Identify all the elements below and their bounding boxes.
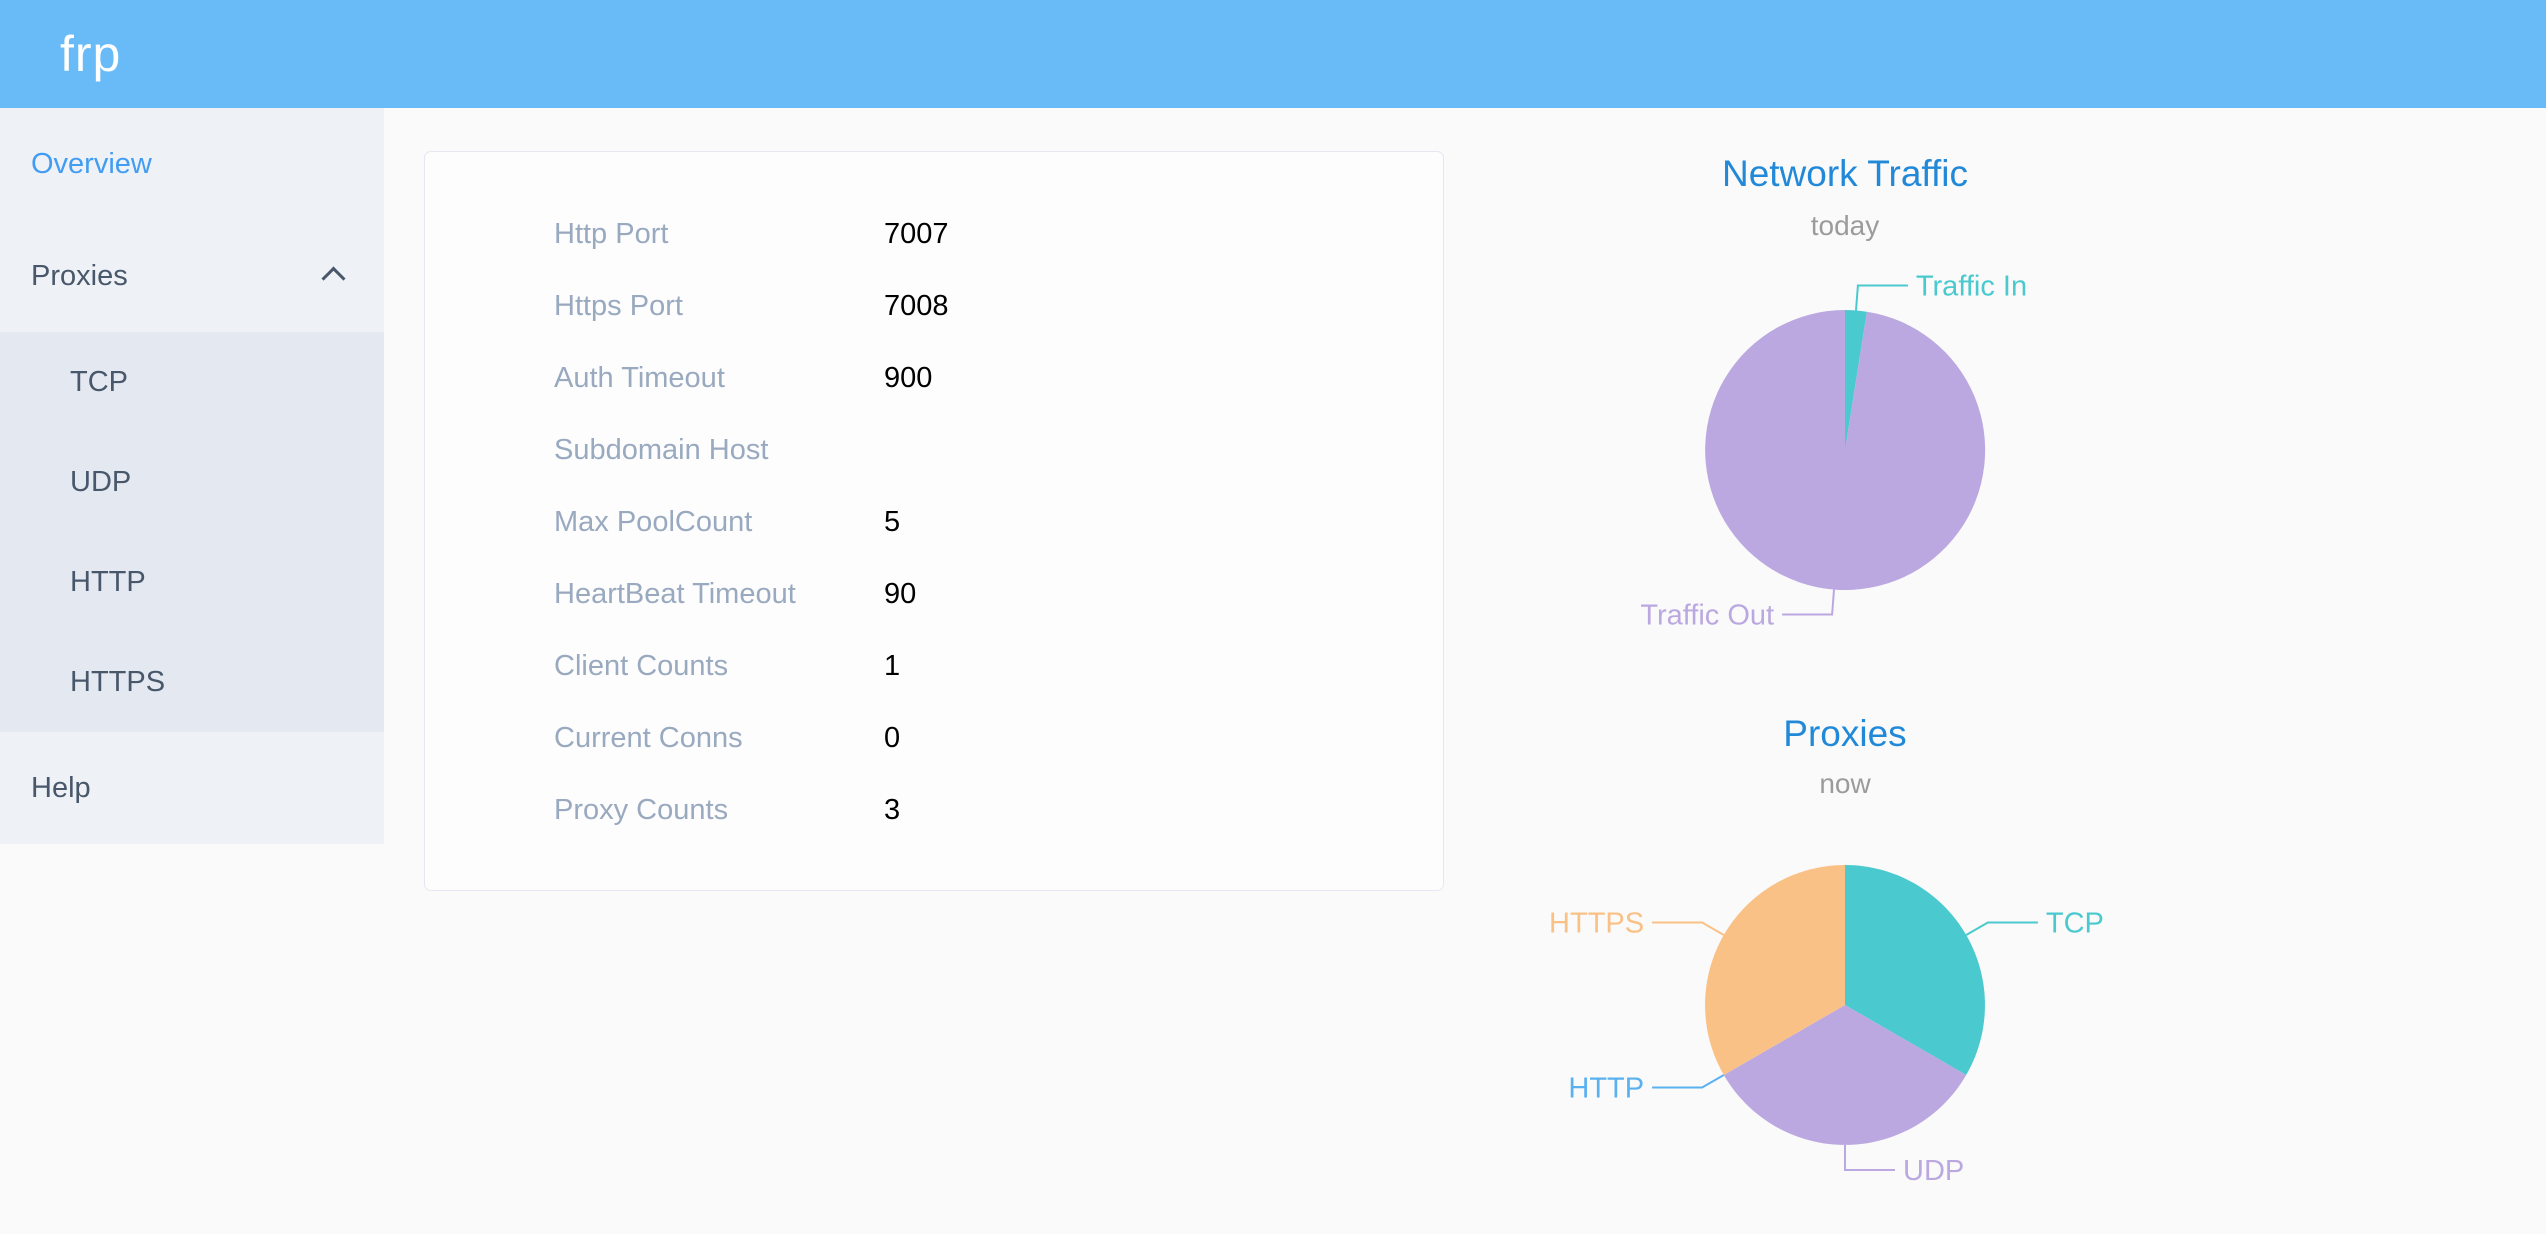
config-label: Current Conns: [554, 721, 743, 754]
config-value: 5: [884, 505, 901, 538]
pie-slice-traffic-in[interactable]: [1845, 309, 1867, 450]
proxies-pie-chart: TCP UDP HTTP HTTPS: [1549, 865, 2104, 1187]
config-label: Max PoolCount: [554, 505, 753, 538]
network-traffic-subtitle: today: [1810, 210, 1880, 241]
app-logo: frp: [60, 26, 122, 82]
config-row-http-port: Http Port 7007: [425, 198, 1443, 270]
pie-label-https: HTTPS: [1549, 908, 1644, 940]
sidebar-subitem-https[interactable]: HTTPS: [70, 666, 166, 698]
sidebar-item-proxies[interactable]: Proxies: [0, 220, 384, 332]
config-value: 0: [884, 721, 901, 754]
proxies-title: Proxies: [1783, 713, 1907, 754]
pie-slice-https[interactable]: [1705, 865, 1845, 1075]
network-traffic-pie-chart: Traffic In Traffic Out: [1640, 271, 2027, 632]
pie-label-line-udp: [1844, 1145, 1895, 1171]
config-row-client-counts: Client Counts 1: [425, 630, 1443, 702]
config-label: Proxy Counts: [554, 793, 729, 826]
config-label: Http Port: [554, 217, 669, 250]
sidebar-item-label: Proxies: [31, 260, 128, 292]
sidebar-subitem-tcp[interactable]: TCP: [70, 366, 128, 398]
pie-label-line-tcp: [1965, 921, 2038, 936]
sidebar-item-label: Help: [31, 772, 91, 804]
pie-label-udp: UDP: [1903, 1155, 1964, 1187]
config-row-proxy-counts: Proxy Counts 3: [425, 774, 1443, 846]
config-row-heartbeat-timeout: HeartBeat Timeout 90: [425, 558, 1443, 630]
config-row-subdomain-host: Subdomain Host: [425, 414, 1443, 486]
pie-label-traffic-out: Traffic Out: [1640, 600, 1774, 632]
sidebar-submenu: TCP UDP HTTP HTTPS: [0, 332, 384, 732]
pie-slice-traffic-out[interactable]: [1705, 310, 1986, 590]
pie-slice-udp[interactable]: [1723, 1005, 1967, 1145]
app-header: frp: [0, 0, 2546, 108]
config-row-current-conns: Current Conns 0: [425, 702, 1443, 774]
sidebar-subitem-http[interactable]: HTTP: [70, 566, 146, 598]
pie-label-line-traffic-in: [1855, 284, 1908, 311]
charts-column: Network Traffic today Traffic In Traffic …: [1545, 0, 2145, 1234]
config-label: HeartBeat Timeout: [554, 577, 796, 610]
sidebar-item-overview[interactable]: Overview: [0, 108, 384, 220]
pie-label-line-http: [1652, 1074, 1725, 1089]
proxies-subtitle: now: [1819, 768, 1871, 799]
config-label: Https Port: [554, 289, 683, 322]
server-config-card: Http Port 7007 Https Port 7008 Auth Timeout 9…: [424, 151, 1444, 891]
config-label: Client Counts: [554, 649, 729, 682]
config-value: 900: [884, 361, 933, 394]
pie-label-http: HTTP: [1568, 1073, 1644, 1105]
pie-label-tcp: TCP: [2046, 908, 2104, 940]
pie-slice-tcp[interactable]: [1845, 865, 1985, 1075]
network-traffic-title: Network Traffic: [1721, 153, 1969, 194]
pie-label-traffic-in: Traffic In: [1916, 271, 2027, 303]
chevron-up-icon: [321, 266, 346, 291]
sidebar: Overview Proxies TCP UDP HTTP HTTPS Help: [0, 108, 384, 844]
config-value: 3: [884, 793, 901, 826]
pie-label-line-traffic-out: [1782, 589, 1835, 616]
pie-label-line-https: [1652, 921, 1725, 936]
config-value: 7008: [884, 289, 949, 322]
config-row-auth-timeout: Auth Timeout 900: [425, 342, 1443, 414]
config-value: 90: [884, 577, 917, 610]
sidebar-item-label: Overview: [31, 148, 152, 180]
config-label: Subdomain Host: [554, 433, 769, 466]
config-value: 1: [884, 649, 901, 682]
config-value: 7007: [884, 217, 949, 250]
sidebar-item-help[interactable]: Help: [0, 732, 384, 844]
config-label: Auth Timeout: [554, 361, 725, 394]
config-row-max-poolcount: Max PoolCount 5: [425, 486, 1443, 558]
config-row-https-port: Https Port 7008: [425, 270, 1443, 342]
sidebar-subitem-udp[interactable]: UDP: [70, 466, 132, 498]
